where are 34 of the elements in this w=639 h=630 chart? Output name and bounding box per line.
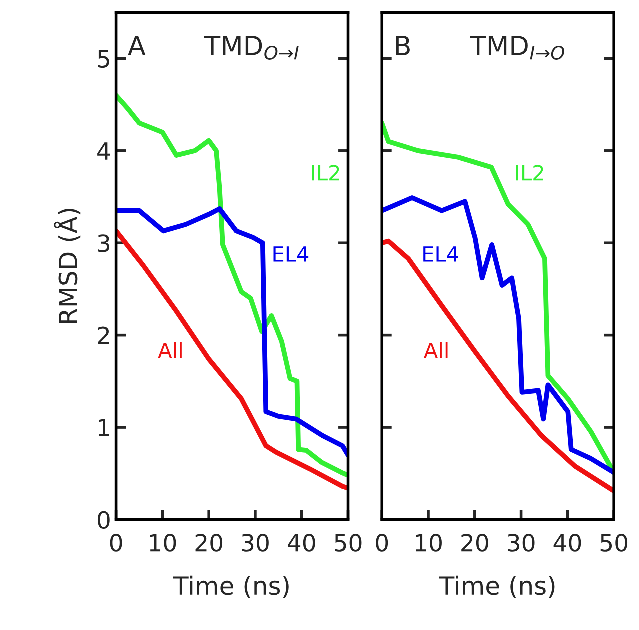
y-axis-title: RMSD (Å): [54, 209, 81, 324]
x-tick-label: 10: [150, 534, 176, 552]
line-series: [116, 206, 348, 458]
annotation: TMD$_{I→O}$: [470, 36, 564, 60]
x-tick-label: 50: [335, 534, 362, 552]
series-label: EL4: [274, 246, 309, 262]
x-tick-label: 20: [462, 534, 488, 552]
line-series: [116, 93, 348, 478]
y-tick-label: 5: [98, 50, 110, 68]
series-label: EL4: [424, 246, 458, 262]
x-tick-label: 40: [554, 534, 582, 552]
x-tick-label: 10: [416, 534, 442, 552]
x-tick-label: 50: [600, 534, 628, 552]
x-axis-title: Time (ns): [439, 576, 555, 598]
y-tick-label: 1: [99, 419, 110, 437]
x-tick-label: 20: [196, 534, 223, 552]
x-tick-label: 40: [288, 534, 316, 552]
series-label: All: [424, 342, 448, 358]
y-tick-label: 3: [98, 234, 110, 252]
annotation: A: [128, 36, 146, 56]
y-tick-label: 4: [98, 142, 110, 160]
y-tick-label: 2: [98, 326, 110, 344]
line-series: [116, 228, 348, 491]
x-tick-label: 0: [110, 534, 122, 552]
y-tick-label: 0: [98, 511, 110, 530]
x-tick-label: 30: [508, 534, 535, 552]
x-axis-title: Time (ns): [173, 576, 289, 598]
x-tick-label: 30: [242, 534, 269, 552]
text: IL2: [312, 165, 340, 181]
series-label: All: [158, 342, 182, 358]
annotation: TMD$_{O→I}$: [204, 36, 299, 60]
annotation: B: [396, 36, 410, 56]
series-label: IL2: [516, 165, 544, 181]
x-tick-label: 0: [376, 534, 388, 552]
